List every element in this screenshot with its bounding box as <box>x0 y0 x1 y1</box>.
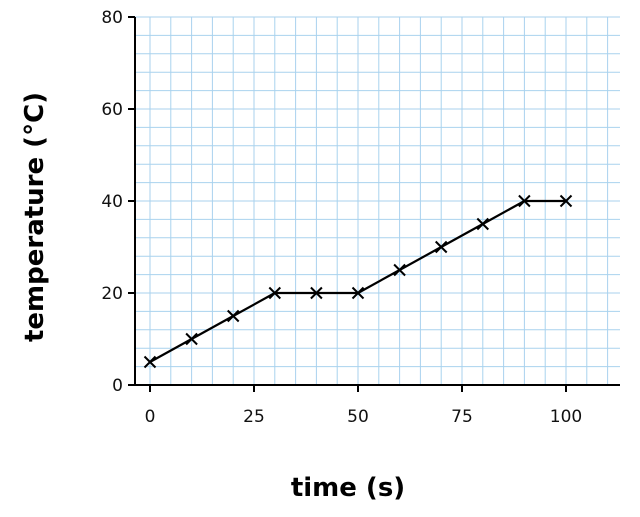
x-tick-label: 75 <box>451 407 473 427</box>
x-tick-label: 0 <box>145 407 156 427</box>
data-point-marker <box>434 240 448 254</box>
y-tick-label: 60 <box>101 100 123 120</box>
data-point-marker <box>476 217 490 231</box>
data-point-marker <box>559 194 573 208</box>
y-tick-label: 0 <box>112 376 123 396</box>
grid <box>135 16 620 386</box>
x-tick-label: 25 <box>243 407 265 427</box>
y-tick-label: 20 <box>101 284 123 304</box>
data-point-marker <box>393 263 406 277</box>
x-tick-label: 50 <box>347 407 369 427</box>
y-axis-title: temperature (°C) <box>20 92 50 342</box>
data-point-marker <box>518 194 531 208</box>
x-axis-title: time (s) <box>291 473 405 503</box>
data-point-marker <box>185 332 198 346</box>
data-point-marker <box>310 286 323 300</box>
data-point-marker <box>351 286 365 300</box>
data-point-marker <box>143 355 157 369</box>
x-axis-ticks: 0 25 50 75 100 <box>145 385 582 427</box>
y-tick-label: 80 <box>101 8 123 28</box>
series-layer <box>143 194 573 369</box>
y-axis-ticks: 0 20 40 60 80 <box>101 8 135 396</box>
data-point-marker <box>268 286 282 300</box>
x-tick-label: 100 <box>550 407 582 427</box>
data-point-marker <box>226 309 240 323</box>
y-tick-label: 40 <box>101 192 123 212</box>
